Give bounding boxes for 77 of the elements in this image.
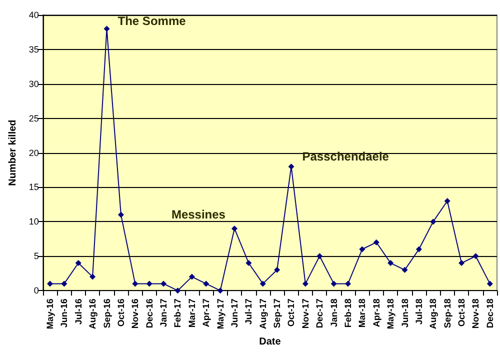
y-tick-label: 10 [28, 216, 39, 227]
point [388, 260, 394, 266]
point [260, 280, 266, 287]
x-tick-label: Aug-16 [88, 298, 98, 330]
y-tick-label: 0 [34, 286, 39, 296]
y-tick-label: 25 [28, 113, 39, 124]
point [359, 246, 366, 252]
x-tick-label: Apr-17 [201, 298, 212, 328]
x-tick-label: Aug-17 [258, 298, 268, 330]
y-tick-label: 20 [28, 148, 39, 158]
x-tick-label: Jun-16 [59, 298, 70, 328]
point [486, 280, 493, 287]
x-tick-label: Jan-18 [328, 298, 339, 328]
point [444, 198, 450, 204]
point [330, 280, 337, 287]
point [47, 280, 54, 287]
x-tick-label: Jun-18 [400, 298, 410, 328]
y-tick-label: 5 [34, 251, 39, 262]
point [231, 226, 238, 232]
annotation: Messines [171, 208, 226, 222]
x-tick-label: Jul-16 [73, 298, 84, 325]
y-axis-title: Number killed [8, 120, 18, 186]
point [174, 288, 181, 294]
x-tick-label: Apr-18 [371, 298, 382, 328]
point [188, 274, 195, 280]
x-tick-label: May-16 [45, 298, 56, 330]
point [302, 280, 308, 287]
x-tick-label: Sep-18 [442, 298, 452, 328]
x-tick-label: Nov-18 [470, 298, 481, 329]
x-tick-label: Dec-17 [314, 298, 325, 328]
point [316, 253, 323, 260]
x-tick-label: Jul-17 [244, 298, 254, 325]
x-tick-label: Mar-18 [357, 298, 368, 328]
y-tick-label: 30 [28, 78, 39, 89]
x-tick-label: Jul-18 [414, 298, 424, 325]
point [132, 280, 138, 287]
point [90, 274, 96, 280]
x-tick-label: May-18 [386, 298, 396, 330]
point [160, 280, 167, 287]
point [61, 280, 68, 287]
x-tick-label: Nov-17 [300, 298, 310, 329]
point [146, 280, 152, 287]
point [203, 280, 210, 287]
x-tick-label: Feb-17 [172, 298, 183, 328]
point [458, 260, 465, 266]
x-tick-label: Jun-17 [229, 298, 240, 328]
point [373, 239, 380, 246]
point [104, 26, 110, 32]
point [217, 288, 224, 294]
point [75, 260, 82, 266]
x-tick-label: Dec-16 [144, 298, 154, 328]
x-tick-label: Jan-17 [158, 298, 169, 328]
annotation: Passchendaele [302, 150, 390, 164]
point [416, 246, 422, 252]
x-tick-label: Sep-16 [102, 298, 112, 328]
y-tick-label: 35 [28, 44, 39, 54]
x-tick-label: Dec-18 [484, 298, 495, 328]
point [402, 266, 408, 273]
annotation: The Somme [118, 14, 186, 28]
x-tick-label: Oct-18 [456, 298, 467, 327]
x-tick-label: Mar-17 [186, 298, 197, 328]
x-tick-label: Nov-16 [130, 298, 140, 329]
y-tick-label: 15 [28, 182, 39, 192]
point [345, 280, 351, 287]
x-tick-label: Sep-17 [272, 298, 282, 328]
x-tick-label: May-17 [215, 298, 226, 330]
x-axis-title: Date [259, 336, 282, 348]
point [246, 260, 252, 266]
x-tick-label: Oct-17 [286, 298, 296, 327]
point [430, 218, 436, 225]
y-tick-label: 40 [28, 10, 39, 20]
point [274, 266, 280, 273]
x-tick-label: Feb-18 [343, 298, 353, 328]
point [118, 212, 124, 218]
point [472, 253, 479, 260]
x-tick-label: Aug-18 [428, 298, 438, 330]
x-tick-label: Oct-16 [116, 298, 126, 327]
